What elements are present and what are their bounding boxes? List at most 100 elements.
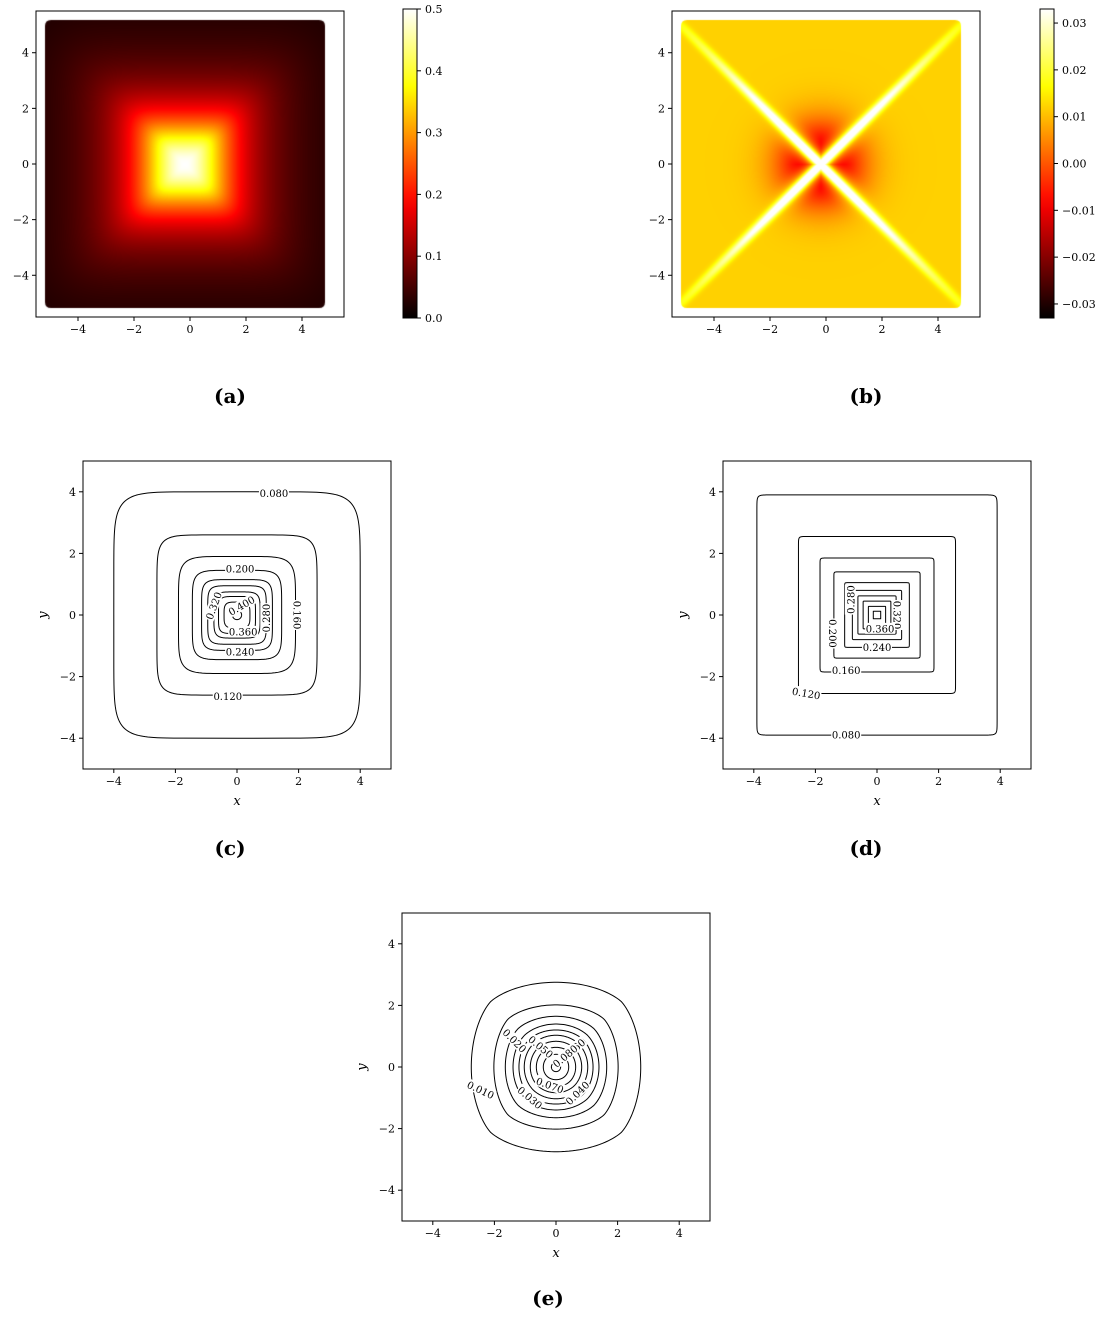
colorbar-tick-label-b: −0.01: [1062, 204, 1096, 217]
y-tick-label-e: 0: [388, 1061, 395, 1074]
x-tick-label-c: 4: [357, 775, 364, 788]
contour-label-bg-d: [865, 622, 896, 634]
contour-label-bg-d: [844, 584, 856, 615]
contour-label-c: 0.120: [213, 692, 242, 703]
contour-label-c: 0.280: [262, 604, 273, 633]
x-tick-label-a: 0: [187, 323, 194, 336]
y-tick-label-a: 0: [22, 158, 29, 171]
contour-label-c: 0.240: [226, 647, 255, 658]
y-tick-label-b: 4: [658, 47, 665, 60]
y-tick-label-e: −4: [379, 1184, 395, 1197]
contour-label-group-e: 0.040: [562, 1078, 592, 1108]
contour-label-group-c: 0.240: [225, 645, 256, 658]
contour-label-d: 0.240: [863, 643, 892, 654]
contour-label-d: 0.080: [832, 731, 861, 742]
x-tick-label-d: −2: [807, 775, 823, 788]
x-tick-label-e: −4: [425, 1227, 441, 1240]
contour-label-group-c: 0.160: [291, 600, 304, 630]
contour-label-group-e: 0.080: [549, 1041, 580, 1070]
y-tick-label-b: −2: [649, 214, 665, 227]
contour-label-c: 0.360: [229, 627, 258, 638]
x-tick-label-e: 2: [614, 1227, 621, 1240]
y-tick-label-b: 2: [658, 102, 665, 115]
heatmap-b-image: [672, 11, 970, 317]
colorbar-tick-label-b: 0.02: [1062, 64, 1087, 77]
x-tick-label-d: −4: [746, 775, 762, 788]
x-tick-label-b: −4: [706, 323, 722, 336]
contour-label-d: 0.280: [846, 585, 857, 614]
contour-label-group-d: 0.120: [790, 685, 822, 702]
colorbar-tick-label-a: 0.5: [425, 3, 443, 16]
y-tick-label-a: 2: [22, 102, 29, 115]
contour-label-bg-c: [225, 562, 256, 574]
contour-line-c: [177, 555, 297, 675]
contour-label-bg-e: [534, 1074, 566, 1096]
contour-line-d: [867, 605, 887, 625]
panel-e: −4 −2 0 2 4 −4 −2 0 2 4 x y 0.010 0.020 0.030 0.040 0.05…: [320, 890, 760, 1270]
contour-label-bg-d: [831, 729, 862, 741]
contour-label-d: 0.200: [826, 619, 837, 648]
colorbar-tick-label-a: 0.4: [425, 65, 443, 78]
contour-label-group-d: 0.080: [831, 729, 862, 742]
y-tick-label-e: −2: [379, 1123, 395, 1136]
contour-label-bg-d: [892, 600, 904, 630]
y-tick-label-d: 4: [709, 486, 716, 499]
contour-label-bg-c: [212, 690, 243, 702]
x-tick-label-e: −2: [486, 1227, 502, 1240]
contour-line-e: [493, 1004, 619, 1130]
caption-c: (c): [214, 836, 246, 860]
y-tick-label-d: −4: [700, 732, 716, 745]
x-tick-label-d: 4: [997, 775, 1004, 788]
x-axis-label-c: x: [233, 794, 241, 809]
x-tick-label-a: −2: [126, 323, 142, 336]
colorbar-tick-label-b: 0.01: [1062, 111, 1087, 124]
x-tick-label-c: 0: [234, 775, 241, 788]
contour-label-bg-e: [562, 1078, 592, 1108]
contour-label-e: 0.010: [465, 1080, 496, 1102]
contour-label-bg-d: [862, 641, 892, 653]
contour-line-d: [851, 589, 903, 641]
x-tick-label-a: 4: [299, 323, 306, 336]
contour-label-bg-e: [525, 1032, 556, 1061]
contour-label-group-e: 0.050: [525, 1032, 556, 1061]
y-tick-label-c: 2: [69, 547, 76, 560]
contour-line-d: [756, 494, 998, 736]
contour-line-d: [857, 595, 897, 635]
y-tick-label-e: 4: [388, 938, 395, 951]
contour-label-bg-c: [203, 589, 224, 622]
y-tick-label-a: −4: [13, 269, 29, 282]
contour-label-group-c: 0.360: [228, 625, 259, 638]
contour-label-c: 0.200: [226, 564, 255, 575]
contour-label-bg-c: [225, 593, 258, 618]
contour-label-bg-c: [292, 600, 304, 630]
contour-line-c: [201, 579, 273, 651]
x-tick-label-b: −2: [762, 323, 778, 336]
caption-a: (a): [214, 384, 246, 408]
colorbar-tick-label-b: 0.03: [1062, 17, 1087, 30]
contour-label-d: 0.160: [832, 666, 861, 677]
contour-label-group-d: 0.320: [891, 600, 904, 630]
contour-label-bg-e: [464, 1078, 497, 1101]
contour-line-c: [156, 534, 318, 696]
caption-b: (b): [849, 384, 883, 408]
contour-label-bg-e: [500, 1025, 530, 1055]
x-axis-label-d: x: [873, 794, 881, 809]
contour-label-group-c: 0.200: [225, 562, 256, 575]
contour-label-group-d: 0.160: [831, 664, 862, 677]
contour-label-c: 0.080: [260, 489, 289, 500]
contour-label-d: 0.360: [866, 624, 895, 635]
y-axis-label-d: y: [676, 611, 691, 620]
panel-d: −4 −2 0 2 4 −4 −2 0 2 4 x y 0.080 0.120 0.160 0.200 0.24…: [640, 440, 1080, 820]
panel-a: −4 −2 0 2 4 −4 −2 0 2 4 0.0 0.1 0.2 0.3 0.4 0.5: [0, 0, 480, 340]
contour-label-group-d: 0.240: [862, 641, 892, 654]
contour-label-c: 0.160: [291, 601, 302, 630]
contour-line-d: [819, 557, 935, 673]
contour-label-group-c: 0.320: [203, 589, 225, 622]
caption-e: (e): [532, 1286, 564, 1310]
contour-line-e: [470, 981, 642, 1153]
y-tick-label-e: 2: [388, 999, 395, 1012]
x-tick-label-c: 2: [295, 775, 302, 788]
y-tick-label-a: −2: [13, 214, 29, 227]
colorbar-b: [1039, 8, 1055, 319]
